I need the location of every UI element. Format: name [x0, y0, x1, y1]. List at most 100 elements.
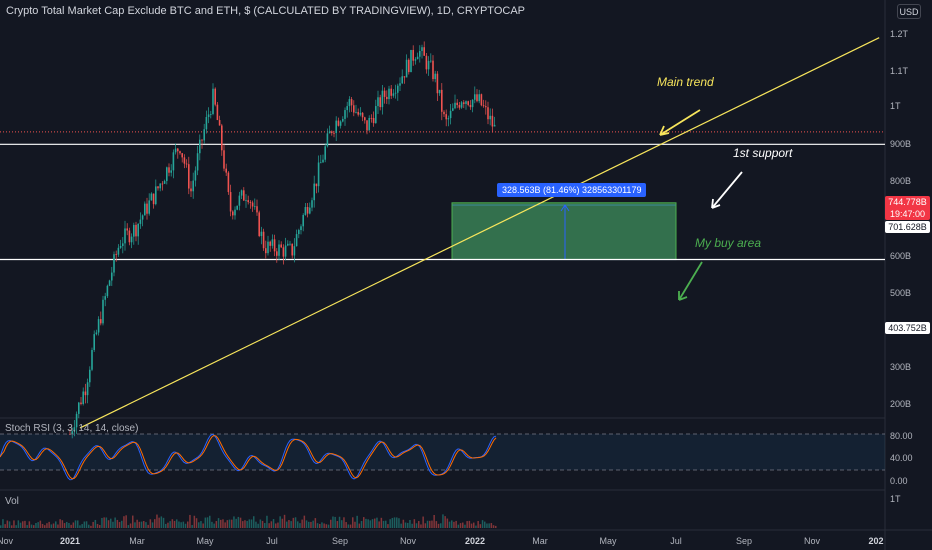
time-axis-label: 2021 [59, 536, 81, 546]
volume-bar [479, 524, 482, 528]
candle-body [324, 146, 326, 160]
volume-bar [165, 523, 167, 528]
time-axis-label: Jul [266, 536, 278, 546]
volume-bar [288, 520, 290, 528]
volume-bar [407, 522, 409, 528]
volume-bar [277, 522, 279, 528]
volume-bar [404, 522, 407, 528]
volume-bar [473, 522, 475, 528]
candle-body [108, 280, 111, 286]
candle-body [100, 319, 102, 324]
candle-body [425, 55, 428, 70]
candle-body [179, 151, 181, 154]
candle-body [302, 214, 304, 227]
candle-body [71, 431, 73, 435]
volume-bar [484, 521, 486, 528]
volume-bar [127, 525, 130, 528]
volume-bar [143, 521, 145, 528]
stoch-rsi-title[interactable]: Stoch RSI (3, 3, 14, 14, close) [5, 423, 139, 434]
candle-body [148, 200, 150, 214]
candles [69, 41, 496, 439]
volume-bar [217, 518, 220, 528]
volume-bar [15, 525, 17, 528]
candle-body [485, 106, 487, 108]
candle-body [401, 76, 403, 84]
candle-body [137, 223, 139, 237]
volume-bar [345, 522, 347, 528]
volume-bar [253, 516, 255, 528]
candle-body [181, 153, 183, 158]
candle-body [467, 101, 469, 105]
volume-bar [235, 518, 237, 528]
volume-bar [85, 521, 88, 528]
measure-label[interactable]: 328.563B (81.46%) 328563301179 [497, 183, 647, 197]
candle-body [133, 224, 135, 237]
volume-title[interactable]: Vol [5, 496, 19, 507]
volume-bar [360, 521, 363, 528]
candle-body [183, 157, 186, 164]
candle-body [366, 120, 368, 131]
volume-bar [158, 517, 160, 528]
volume-bar [22, 521, 24, 528]
volume-bar [312, 520, 314, 528]
candle-body [478, 94, 480, 102]
volume-bar [118, 522, 121, 528]
volume-bar [129, 523, 132, 528]
volume-bar [24, 520, 26, 528]
time-axis-label: 202 [868, 536, 884, 546]
candle-body [280, 244, 282, 248]
currency-button[interactable]: USD [897, 4, 921, 19]
candle-body [304, 207, 307, 215]
main-trend-annotation[interactable]: Main trend [657, 75, 714, 89]
volume-bar [70, 524, 72, 528]
volume-bar [255, 521, 257, 528]
volume-bar [92, 521, 94, 528]
volume-bar [435, 521, 438, 528]
candle-body [293, 246, 296, 256]
volume-bar [200, 521, 202, 528]
candle-body [487, 107, 489, 120]
volume-bar [376, 517, 378, 528]
volume-bar [202, 523, 204, 528]
volume-bar [105, 517, 108, 528]
candle-body [86, 382, 89, 396]
time-axis-label: Sep [331, 536, 349, 546]
candle-body [163, 181, 166, 184]
candle-body [445, 114, 447, 120]
candle-body [278, 244, 280, 256]
volume-bar [330, 519, 332, 528]
candle-body [221, 125, 223, 151]
candle-body [95, 332, 98, 335]
volume-bar [19, 522, 22, 528]
volume-bar [151, 522, 154, 528]
candle-body [386, 96, 388, 100]
candle-body [359, 112, 362, 115]
buy-area-annotation[interactable]: My buy area [695, 236, 762, 250]
candle-body [203, 129, 205, 141]
volume-bar [213, 523, 215, 528]
candle-body [383, 90, 386, 97]
volume-bar [477, 521, 479, 528]
candle-body [84, 391, 87, 396]
candle-body [452, 108, 454, 111]
measure-arrow-head [560, 204, 570, 212]
volume-bar [303, 515, 306, 528]
time-axis-label: 2022 [464, 536, 486, 546]
volume-bar [209, 515, 211, 528]
volume-bar [374, 518, 376, 528]
buy-area-arrow [678, 261, 703, 301]
first-support-annotation[interactable]: 1st support [733, 146, 793, 160]
candle-body [449, 110, 452, 119]
volume-bar [226, 520, 229, 528]
volume-bar [310, 521, 312, 528]
candle-body [113, 254, 115, 273]
candle-body [328, 131, 331, 134]
volume-bar [134, 522, 136, 528]
volume-bar [83, 521, 86, 528]
volume-bar [149, 519, 152, 528]
candle-body [194, 170, 197, 181]
candle-body [229, 192, 232, 212]
candle-body [476, 94, 478, 102]
